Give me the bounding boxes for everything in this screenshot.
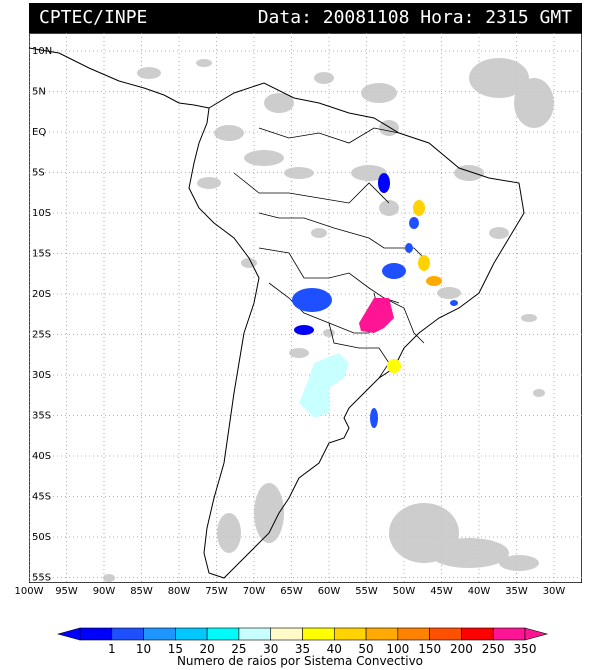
lon-tick-label: 90W: [92, 586, 116, 597]
scale-value-label: 200: [450, 642, 473, 656]
scale-swatch: [333, 627, 367, 641]
lat-tick-label: 20S: [32, 289, 51, 300]
lon-tick-label: 50W: [392, 586, 416, 597]
scale-swatch: [397, 627, 430, 641]
scale-arrow-right: [524, 627, 549, 641]
lat-lon-grid: [29, 33, 582, 583]
lon-tick-label: 55W: [355, 586, 378, 597]
scale-swatch: [365, 627, 399, 641]
lat-tick-label: 30S: [32, 370, 51, 381]
lat-tick-label: 10N: [32, 46, 52, 57]
scale-value-label: 250: [482, 642, 505, 656]
lat-tick-label: 50S: [32, 532, 51, 543]
lat-tick-label: 25S: [32, 330, 51, 341]
scale-swatch: [302, 627, 335, 641]
scale-swatch: [206, 627, 240, 641]
lon-tick-label: 75W: [205, 586, 228, 597]
scale-swatch: [143, 627, 176, 641]
lat-tick-label: 5N: [32, 87, 46, 98]
lat-tick-label: EQ: [32, 127, 46, 138]
longitude-label-row: 100W 95W 90W 85W 80W 75W 70W 65W 60W 55W 50W 45W 40W…: [0, 586, 600, 600]
lat-tick-label: 55S: [32, 573, 51, 584]
lon-tick-label: 95W: [55, 586, 78, 597]
lat-tick-label: 35S: [32, 411, 51, 422]
scale-value-label: 150: [418, 642, 441, 656]
lon-tick-label: 35W: [505, 586, 528, 597]
time-label: Hora: 2315 GMT: [420, 7, 572, 28]
cloud-cover: [103, 58, 554, 582]
scale-swatch: [270, 627, 303, 641]
lat-tick-label: 40S: [32, 451, 51, 462]
central-america-outline: [29, 47, 210, 109]
lat-tick-label: 15S: [32, 249, 51, 260]
color-scale-labels: 1 10 15 20 25 30 35 40 50 100 150 200 250 350: [108, 642, 536, 656]
date-label: Data: 20081108: [257, 7, 410, 28]
source-label: CPTEC/INPE: [39, 7, 148, 28]
scale-value-label: 350: [514, 642, 537, 656]
scale-value-label: 1: [108, 642, 116, 656]
scale-value-label: 35: [295, 642, 310, 656]
scale-arrow-left: [56, 627, 81, 641]
color-scale-caption: Numero de raios por Sistema Convectivo: [177, 654, 423, 668]
scale-swatch: [79, 627, 113, 641]
south-america-outline: [188, 82, 525, 579]
scale-value-label: 100: [386, 642, 409, 656]
latitude-labels: 10N 5N EQ 5S 10S 15S 20S 25S 30S 35S 40S 45S 50S 55S: [32, 46, 52, 583]
color-scale-bar: [56, 627, 549, 641]
scale-value-label: 15: [168, 642, 183, 656]
scale-value-label: 40: [327, 642, 342, 656]
lon-tick-label: 60W: [317, 586, 341, 597]
lon-tick-label: 85W: [130, 586, 153, 597]
scale-value-label: 25: [231, 642, 246, 656]
scale-swatch: [461, 627, 494, 641]
lon-tick-label: 40W: [467, 586, 491, 597]
map-header: CPTEC/INPE Data: 20081108 Hora: 2315 GMT: [29, 3, 582, 33]
scale-swatch: [111, 627, 144, 641]
scale-swatch: [238, 627, 272, 641]
lon-tick-label: 80W: [167, 586, 191, 597]
lon-tick-label: 100W: [14, 586, 44, 597]
lat-tick-label: 5S: [32, 168, 45, 179]
scale-value-label: 50: [358, 642, 373, 656]
scale-swatch: [429, 627, 462, 641]
lat-tick-label: 10S: [32, 208, 51, 219]
scale-value-label: 10: [136, 642, 151, 656]
lon-tick-label: 30W: [542, 586, 566, 597]
lon-tick-label: 45W: [430, 586, 453, 597]
datetime-label: Data: 20081108 Hora: 2315 GMT: [258, 3, 572, 33]
lon-tick-label: 65W: [280, 586, 303, 597]
scale-swatch: [492, 627, 526, 641]
scale-swatch: [175, 627, 208, 641]
scale-value-label: 20: [200, 642, 215, 656]
color-scale: 1 10 15 20 25 30 35 40 50 100 150 200 250 350 Numero …: [56, 627, 549, 668]
lightning-map: 10N 5N EQ 5S 10S 15S 20S 25S 30S 35S 40S 45S 50S 55S: [29, 33, 582, 583]
lightning-cells: [292, 173, 458, 428]
lon-tick-label: 70W: [242, 586, 266, 597]
scale-value-label: 30: [263, 642, 278, 656]
lat-tick-label: 45S: [32, 492, 51, 503]
